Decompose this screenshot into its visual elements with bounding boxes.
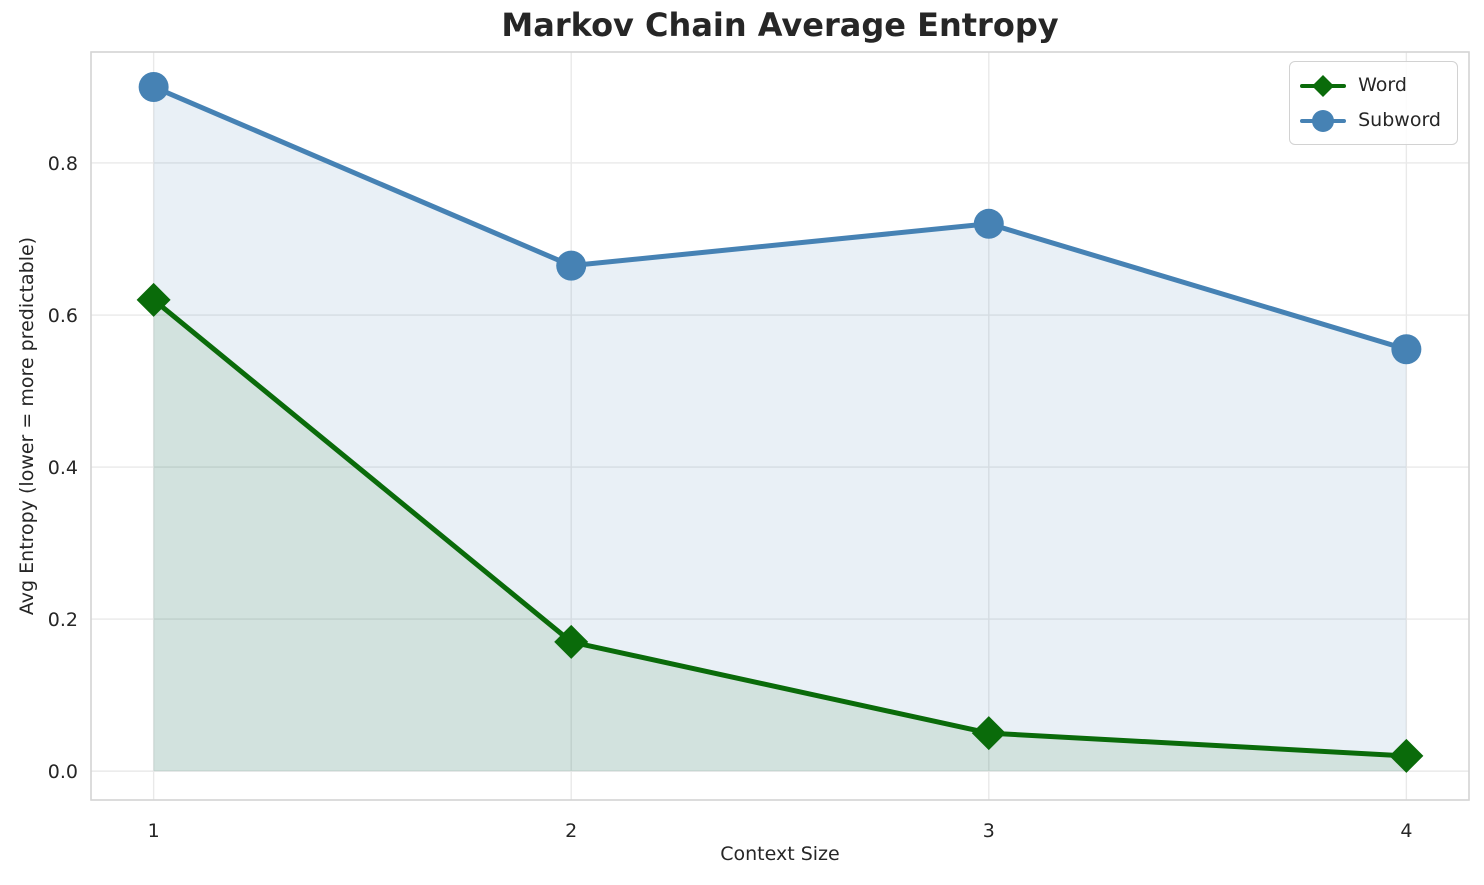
x-axis-label: Context Size (720, 843, 840, 865)
area-fill-word (153, 299, 1407, 772)
x-tick-label: 2 (565, 820, 577, 842)
chart-title: Markov Chain Average Entropy (501, 6, 1059, 44)
legend-label: Word (1358, 74, 1407, 96)
y-tick-label: 0.4 (48, 457, 78, 479)
y-axis-label: Avg Entropy (lower = more predictable) (16, 236, 38, 616)
marker-diamond (136, 282, 171, 317)
legend-marker-diamond-icon (1300, 74, 1347, 97)
legend: Word Subword (1289, 61, 1458, 145)
marker-circle (138, 71, 169, 102)
y-tick-label: 0.6 (48, 305, 78, 327)
marker-diamond (1389, 738, 1424, 773)
line-word (151, 297, 1409, 759)
x-tick-label: 1 (148, 820, 160, 842)
marker-circle (973, 208, 1004, 239)
marker-circle (1391, 334, 1422, 365)
legend-label: Subword (1358, 109, 1441, 131)
legend-item-word: Word (1300, 69, 1441, 102)
marker-diamond (554, 624, 589, 659)
y-tick-label: 0.8 (48, 153, 78, 175)
legend-item-subword: Subword (1300, 104, 1441, 137)
y-tick-label: 0.0 (48, 761, 78, 783)
y-tick-label: 0.2 (48, 609, 78, 631)
line-subword (151, 84, 1409, 352)
x-tick-label: 3 (983, 820, 995, 842)
x-tick-label: 4 (1400, 820, 1412, 842)
marker-circle (556, 250, 587, 281)
area-fill-subword (153, 86, 1407, 772)
marker-diamond (971, 716, 1006, 751)
legend-marker-circle-icon (1300, 109, 1347, 132)
plot-border (90, 51, 1470, 801)
